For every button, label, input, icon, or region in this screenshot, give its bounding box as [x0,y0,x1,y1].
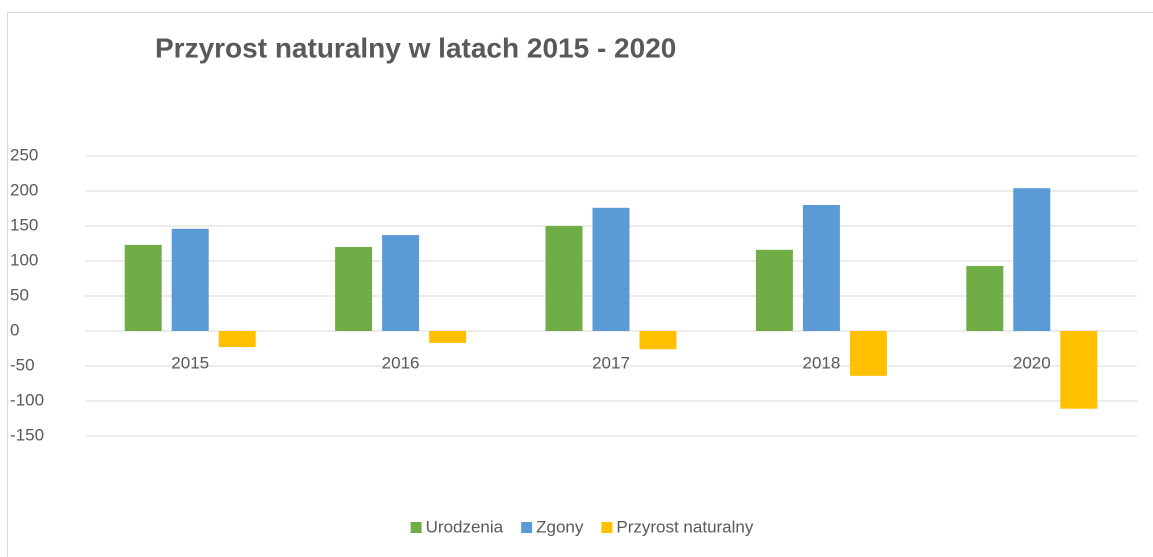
bar [429,331,467,343]
bar [218,331,256,348]
bar [966,265,1004,331]
bar [639,331,677,350]
legend-swatch [521,522,533,533]
y-tick-label: -50 [10,355,35,374]
bar [802,205,840,331]
bar [592,207,630,331]
legend-swatch [410,522,422,533]
legend-label: Zgony [536,517,584,536]
bar [1060,331,1098,409]
bar [382,235,420,331]
x-tick-label: 2018 [802,353,840,372]
x-tick-label: 2015 [171,353,209,372]
x-tick-label: 2017 [592,353,630,372]
y-tick-label: 0 [10,320,19,339]
legend-label: Przyrost naturalny [616,517,753,536]
y-tick-label: 250 [10,145,38,164]
x-tick-label: 2016 [382,353,420,372]
chart-title: Przyrost naturalny w latach 2015 - 2020 [155,32,676,63]
bar [335,247,373,331]
legend-label: Urodzenia [426,517,504,536]
bar [755,249,793,331]
x-tick-label: 2020 [1013,353,1051,372]
bar [171,228,209,331]
y-tick-label: 150 [10,215,38,234]
bar [849,331,887,376]
y-tick-label: -150 [10,425,44,444]
bar [124,244,162,331]
y-tick-label: 50 [10,285,29,304]
y-tick-label: 100 [10,250,38,269]
y-tick-label: -100 [10,390,44,409]
y-tick-label: 200 [10,180,38,199]
legend-swatch [601,522,613,533]
bar [545,226,583,331]
bar [1013,188,1051,331]
